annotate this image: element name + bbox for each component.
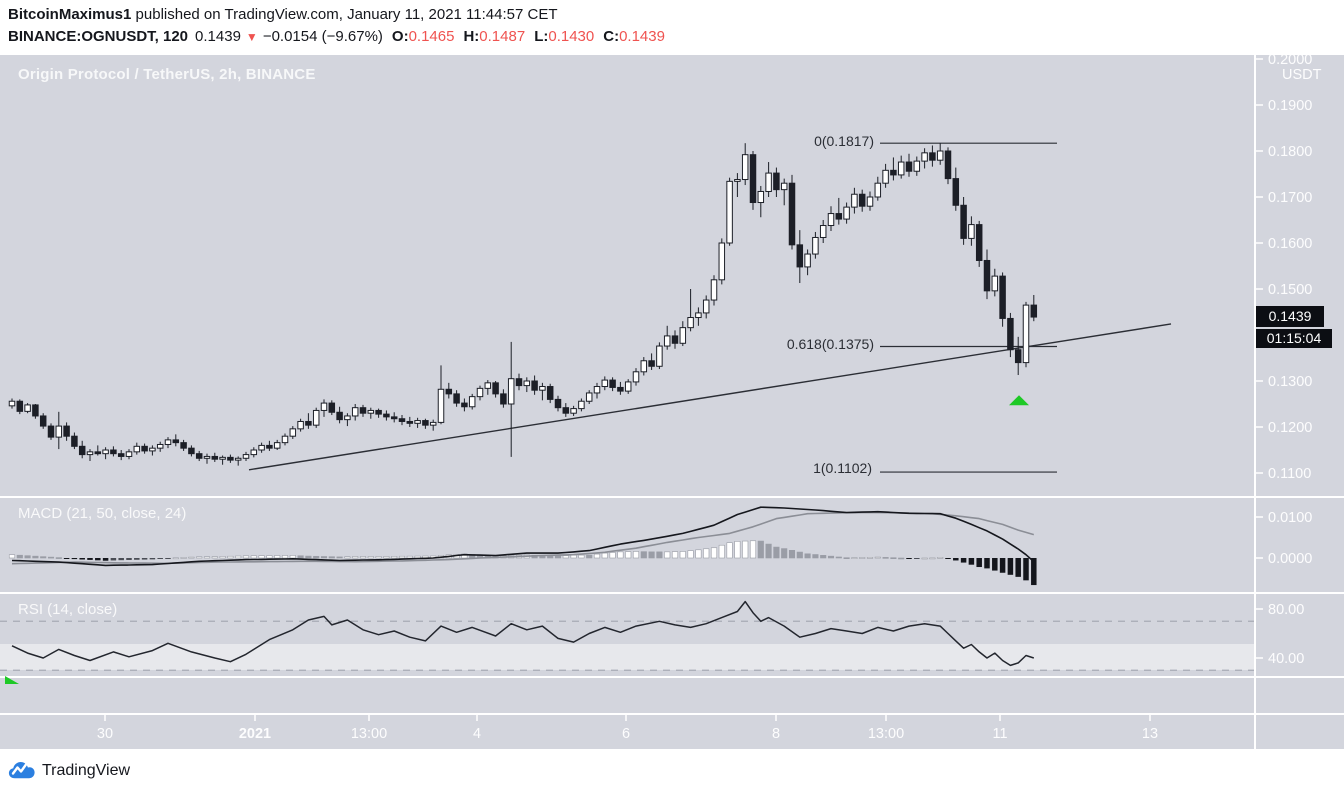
author-name: BitcoinMaximus1	[8, 6, 132, 23]
panel-separator[interactable]	[0, 592, 1344, 594]
rsi-panel[interactable]	[0, 594, 1344, 676]
fib-label-0[interactable]: 0(0.1817)	[814, 133, 874, 149]
time-axis[interactable]	[0, 715, 1344, 749]
down-triangle-icon: ▼	[245, 30, 258, 44]
price-axis-separator[interactable]	[1254, 55, 1256, 749]
tradingview-logo-icon[interactable]	[8, 760, 35, 781]
price-change: −0.0154 (−9.67%)	[262, 28, 383, 45]
symbol-ohlc-row: BINANCE:OGNUSDT, 120 0.1439 ▼ −0.0154 (−9.6…	[8, 26, 665, 48]
fib-label-0618[interactable]: 0.618(0.1375)	[786, 336, 874, 352]
close-value: 0.1439	[619, 28, 665, 45]
macd-indicator-label[interactable]: MACD (21, 50, close, 24)	[18, 505, 187, 522]
rsi-indicator-label[interactable]: RSI (14, close)	[18, 601, 118, 618]
main-chart-panel[interactable]	[0, 55, 1344, 496]
publish-text: published on TradingView.com, January 11…	[131, 6, 558, 23]
panel-separator[interactable]	[0, 713, 1344, 715]
brand-name[interactable]: TradingView	[42, 761, 131, 779]
symbol-title[interactable]: BINANCE:OGNUSDT, 120	[8, 28, 189, 45]
macd-panel[interactable]	[0, 498, 1344, 592]
low-value: 0.1430	[548, 28, 595, 45]
close-label: C:	[603, 28, 620, 45]
panel-separator[interactable]	[0, 496, 1344, 498]
collapsed-indicator-arrow-icon[interactable]	[5, 676, 19, 684]
bar-countdown-badge: 01:15:04	[1256, 329, 1332, 348]
publish-info: BitcoinMaximus1 published on TradingView…	[8, 4, 665, 26]
panel-separator[interactable]	[0, 676, 1344, 678]
collapsed-indicator-panel[interactable]	[0, 678, 1344, 713]
low-label: L:	[534, 28, 549, 45]
footer: TradingView	[8, 760, 130, 781]
open-label: O:	[391, 28, 409, 45]
high-label: H:	[463, 28, 480, 45]
fib-label-1[interactable]: 1(0.1102)	[813, 460, 872, 476]
open-value: 0.1465	[408, 28, 455, 45]
high-value: 0.1487	[479, 28, 526, 45]
snapshot-header: BitcoinMaximus1 published on TradingView…	[8, 4, 665, 48]
symbol-watermark: Origin Protocol / TetherUS, 2h, BINANCE	[18, 66, 316, 83]
last-price-badge: 0.1439	[1256, 306, 1324, 327]
last-price: 0.1439	[195, 28, 241, 45]
